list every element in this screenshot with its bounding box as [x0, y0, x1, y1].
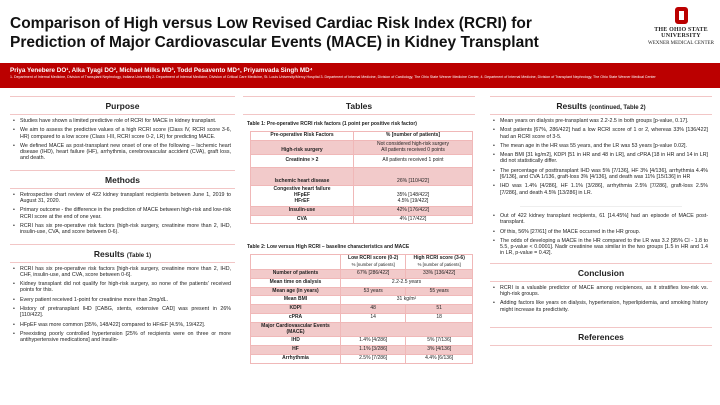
bullet-item: Mean BMI [31 kg/m2], KDPI [51 in HR and …	[493, 152, 708, 165]
affiliations: 1. Department of Internal Medicine, Divi…	[10, 75, 656, 79]
table2: Low RCRI score (0-2)% [number of patient…	[250, 254, 473, 364]
bullet-item: The mean age in the HR was 55 years, and…	[493, 143, 708, 150]
table-cell: Mean age (in years)	[250, 286, 341, 297]
bullet-item: HFpEF was more common [35%, 148/422] com…	[13, 322, 231, 329]
right-column: Results (continued, Table 2) Mean years …	[490, 96, 712, 349]
purpose-list: Studies have shown a limited predictive …	[10, 118, 235, 162]
table-row: HF 1.1% [3/286] 3% [4/136]	[250, 345, 473, 355]
bullet-item: Every patient received 1-point for creat…	[13, 297, 231, 304]
table-row: Mean BMI 31 kg/m²	[250, 295, 473, 306]
divider	[520, 205, 682, 207]
conclusion-list: RCRI is a valuable predictor of MACE amo…	[490, 285, 712, 313]
table-cell: Number of patients	[250, 268, 341, 279]
table-cell: 53 years	[339, 286, 407, 297]
table-cell: HF	[250, 345, 341, 355]
table-cell: 14	[339, 312, 407, 323]
table-row: Mean age (in years) 53 years 55 years	[250, 286, 473, 297]
university-logo: THE OHIO STATE UNIVERSITY WEXNER MEDICAL …	[646, 7, 716, 46]
bullet-item: Primary outcome - the difference in the …	[13, 207, 231, 220]
bullet-item: Out of 422 kidney transplant recipients,…	[493, 213, 708, 226]
table-cell: 1.4% [4/286]	[339, 336, 407, 347]
table-cell: 1.1% [3/286]	[339, 345, 407, 355]
bullet-item: Of this, 56% [27/61] of the MACE occurre…	[493, 229, 708, 236]
table-cell: 33% [136/422]	[405, 268, 473, 279]
table-cell: KDPI	[250, 304, 341, 314]
table-cell: 4.4% [6/136]	[405, 353, 473, 364]
middle-column: Tables Table 1: Pre-operative RCRI risk …	[243, 96, 475, 364]
table-cell: IHD	[250, 336, 341, 347]
results-continued-list: Mean years on dialysis pre-transplant wa…	[490, 118, 712, 196]
block-o-logo-icon	[674, 7, 688, 24]
table-cell: 31 kg/m²	[340, 295, 473, 306]
bullet-item: IHD was 1.4% [4/286], HF 1.1% [3/286], a…	[493, 183, 708, 196]
bullet-item: History of pretransplant IHD [CABG, sten…	[13, 306, 231, 319]
conclusion-heading: Conclusion	[490, 262, 712, 282]
table-row: Major Cardiovascular Events (MACE)	[250, 321, 473, 338]
table1: Pre-operative Risk Factors% [number of p…	[250, 131, 473, 225]
table-row: Arrhythmia 2.5% [7/286] 4.4% [6/136]	[250, 353, 473, 364]
author-bar: Priya Yenebere DO¹, Alka Tyagi DO², Mich…	[0, 63, 720, 88]
table-row: KDPI 48 51	[250, 304, 473, 314]
table-cell: Mean BMI	[250, 295, 341, 306]
references-heading: References	[490, 326, 712, 346]
bullet-item: Studies have shown a limited predictive …	[13, 118, 231, 125]
poster-title: Comparison of High versus Low Revised Ca…	[10, 15, 539, 51]
bullet-item: RCRI has six pre-operative risk factors …	[13, 266, 231, 279]
methods-heading: Methods	[10, 169, 235, 189]
bullet-item: We aim to assess the predictive values o…	[13, 127, 231, 140]
table-cell: cPRA	[250, 312, 341, 323]
results-summary-list: Out of 422 kidney transplant recipients,…	[490, 213, 712, 257]
bullet-item: Most patients [67%, 286/422] had a low R…	[493, 127, 708, 140]
table-cell: 55 years	[405, 286, 473, 297]
bullet-item: Adding factors like years on dialysis, h…	[493, 300, 708, 313]
table-cell: 5% [7/136]	[405, 336, 473, 347]
bullet-item: Retrospective chart review of 422 kidney…	[13, 192, 231, 205]
left-column: Purpose Studies have shown a limited pre…	[10, 96, 235, 347]
table-cell: 18	[405, 312, 473, 323]
table-cell: 51	[405, 304, 473, 314]
bullet-item: Mean years on dialysis pre-transplant wa…	[493, 118, 708, 125]
bullet-item: RCRI is a valuable predictor of MACE amo…	[493, 285, 708, 298]
table-cell	[340, 321, 473, 338]
table-row: cPRA 14 18	[250, 312, 473, 323]
table-cell: 2.5% [7/286]	[339, 353, 407, 364]
table-cell: 67% [286/422]	[339, 268, 407, 279]
results-heading: Results (Table 1)	[10, 243, 235, 263]
results-continued-heading: Results (continued, Table 2)	[490, 96, 712, 115]
table-row: Mean time on dialysis 2.2-2.5 years	[250, 277, 473, 288]
methods-list: Retrospective chart review of 422 kidney…	[10, 192, 235, 236]
results-list: RCRI has six pre-operative risk factors …	[10, 266, 235, 344]
table1-caption: Table 1: Pre-operative RCRI risk factors…	[247, 121, 417, 127]
table-row: IHD 1.4% [4/286] 5% [7/136]	[250, 336, 473, 347]
table2-caption: Table 2: Low versus High RCRI – baseline…	[247, 244, 410, 251]
authors: Priya Yenebere DO¹, Alka Tyagi DO², Mich…	[10, 67, 313, 74]
table-cell: 48	[339, 304, 407, 314]
bullet-item: The odds of developing a MACE in the HR …	[493, 238, 708, 257]
table-cell: 3% [4/136]	[405, 345, 473, 355]
table-cell: Arrhythmia	[250, 353, 341, 364]
table-cell: Major Cardiovascular Events (MACE)	[250, 321, 341, 338]
bullet-item: Preexisting poorly controlled hypertensi…	[13, 331, 231, 344]
purpose-heading: Purpose	[10, 96, 235, 115]
bullet-item: We defined MACE as post-transplant new o…	[13, 143, 231, 162]
bullet-item: Kidney transplant did not qualify for hi…	[13, 281, 231, 294]
table-cell: Mean time on dialysis	[250, 277, 341, 288]
table-cell: 2.2-2.5 years	[340, 277, 473, 288]
table-row: Number of patients 67% [286/422] 33% [136/…	[250, 268, 473, 279]
bullet-item: The percentage of posttransplant IHD was…	[493, 168, 708, 181]
bullet-item: RCRI has six pre-operative risk factors …	[13, 223, 231, 236]
tables-heading: Tables	[243, 96, 475, 115]
